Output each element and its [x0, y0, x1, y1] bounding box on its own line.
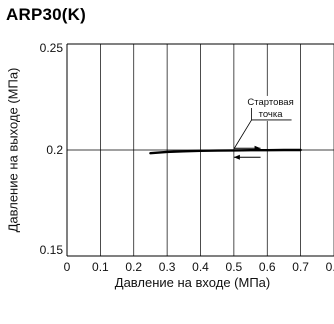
- y-tick-label: 0.15: [40, 243, 64, 257]
- y-tick-label: 0.25: [40, 41, 64, 55]
- x-axis-title: Давление на входе (МПа): [115, 275, 270, 290]
- x-tick-label: 0: [64, 260, 71, 274]
- x-tick-label: 0.3: [159, 260, 176, 274]
- annotation-label-line1: Стартовая: [247, 97, 293, 108]
- x-tick-label: 0.2: [125, 260, 142, 274]
- y-axis-title: Давление на выходе (МПа): [5, 68, 20, 233]
- y-tick-label: 0.2: [46, 143, 63, 157]
- tick-layer: 0 0.1 0.2 0.3 0.4 0.5 0.6 0.7 0.8 0.15 0.2 0.25: [40, 41, 334, 274]
- x-tick-label: 0.1: [92, 260, 109, 274]
- direction-arrow-head: [254, 145, 261, 151]
- annotation-box: [245, 95, 296, 121]
- annotation-label-line2: точка: [259, 109, 284, 120]
- x-tick-label: 0.5: [226, 260, 243, 274]
- x-tick-label: 0.7: [292, 260, 309, 274]
- direction-arrow-head: [233, 154, 240, 160]
- x-tick-label: 0.8: [326, 260, 334, 274]
- x-tick-label: 0.6: [259, 260, 276, 274]
- annotation-leader-line: [233, 119, 252, 150]
- series-line: [149, 148, 302, 155]
- series-layer: [149, 148, 302, 155]
- x-tick-label: 0.4: [192, 260, 209, 274]
- chart-heading: ARP30(K): [6, 5, 87, 24]
